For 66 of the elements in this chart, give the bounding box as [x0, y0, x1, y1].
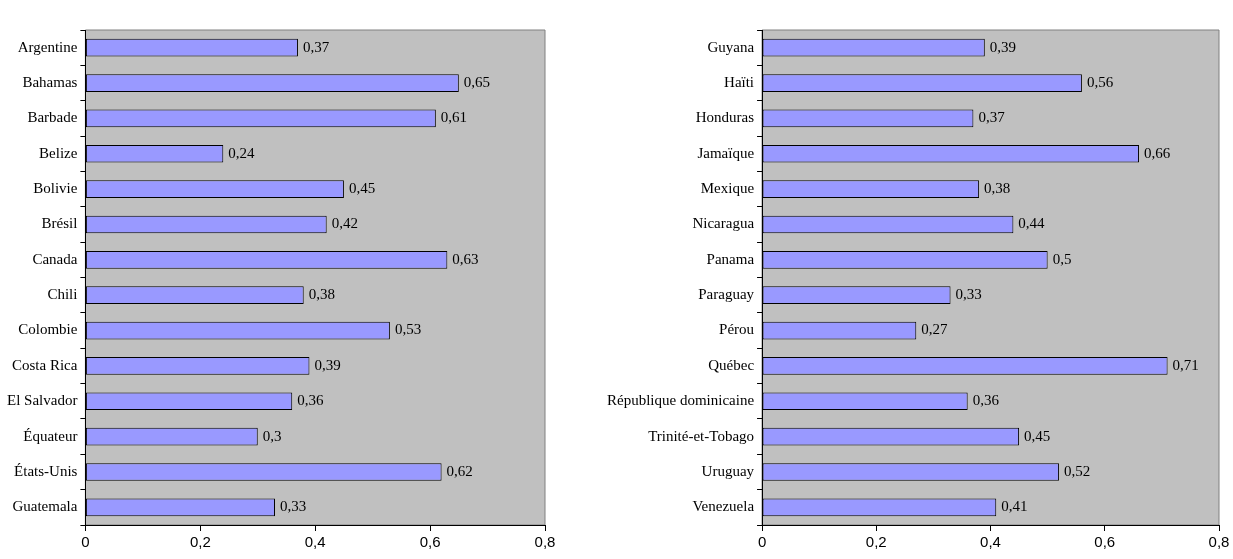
data-label: 0,65 — [463, 73, 491, 90]
y-tick-label: Paraguay — [698, 286, 755, 303]
x-tick-label: 0 — [757, 533, 767, 551]
y-tick-label: Mexique — [700, 180, 755, 197]
x-tick-label: 0,6 — [1094, 533, 1116, 551]
data-label: 0,36 — [972, 392, 1000, 409]
data-label: 0,71 — [1172, 356, 1199, 373]
data-label: 0,24 — [228, 144, 256, 161]
y-tick-label: Costa Rica — [11, 356, 78, 373]
y-tick-label: Équateur — [23, 427, 78, 444]
data-label: 0,44 — [1018, 215, 1046, 232]
x-tick-label: 0,4 — [304, 533, 326, 551]
y-tick-label: Jamaïque — [697, 144, 755, 161]
y-tick-label: Bolivie — [33, 180, 78, 197]
x-tick-label: 0,8 — [534, 533, 556, 551]
y-tick-label: Bahamas — [22, 73, 78, 90]
x-tick-label: 0,2 — [865, 533, 887, 551]
y-tick-label: Haïti — [724, 73, 755, 90]
data-label: 0,33 — [955, 286, 982, 303]
data-label: 0,61 — [440, 109, 468, 126]
data-label: 0,63 — [452, 250, 479, 267]
data-label: 0,66 — [1144, 144, 1171, 161]
y-tick-label: El Salvador — [6, 392, 78, 409]
y-tick-label: Barbade — [27, 109, 78, 126]
y-tick-label: Argentine — [17, 38, 78, 55]
x-tick-label: 0,6 — [419, 533, 441, 551]
y-tick-label: Brésil — [41, 215, 78, 232]
data-label: 0,45 — [348, 180, 376, 197]
data-label: 0,37 — [978, 109, 1006, 126]
y-tick-label: Canada — [32, 250, 78, 267]
data-label: 0,53 — [394, 321, 422, 338]
y-tick-label: Belize — [39, 144, 78, 161]
data-label: 0,27 — [921, 321, 949, 338]
data-label: 0,33 — [279, 498, 307, 515]
data-label: 0,52 — [1064, 462, 1091, 479]
y-tick-label: Uruguay — [701, 462, 755, 479]
data-label: 0,45 — [1024, 427, 1051, 444]
y-tick-label: Panama — [706, 250, 755, 267]
data-label: 0,39 — [314, 356, 341, 373]
data-label: 0,62 — [446, 462, 473, 479]
data-label: 0,38 — [984, 180, 1011, 197]
x-tick-label: 0,8 — [1208, 533, 1230, 551]
data-label: 0,39 — [989, 38, 1017, 55]
y-tick-label: Venezuela — [692, 498, 755, 515]
y-tick-label: Chili — [47, 286, 78, 303]
y-tick-label: Guyana — [707, 38, 755, 55]
data-label: 0,37 — [302, 38, 330, 55]
data-label: 0,38 — [308, 286, 335, 303]
y-tick-label: Pérou — [719, 321, 755, 338]
data-label: 0,36 — [297, 392, 324, 409]
x-tick-label: 0,2 — [189, 533, 211, 551]
data-label: 0,56 — [1086, 73, 1114, 90]
data-label: 0,3 — [262, 427, 282, 444]
y-tick-label: Colombie — [18, 321, 78, 338]
data-label: 0,5 — [1052, 250, 1072, 267]
y-tick-label: Québec — [708, 356, 755, 373]
y-tick-label: États-Unis — [14, 462, 78, 479]
y-tick-label: Trinité-et-Tobago — [648, 427, 755, 444]
y-tick-label: Nicaragua — [692, 215, 755, 232]
data-label: 0,42 — [331, 215, 358, 232]
y-tick-label: Honduras — [695, 109, 755, 126]
y-tick-label: Guatemala — [12, 498, 78, 515]
data-label: 0,41 — [1001, 498, 1028, 515]
x-tick-label: 0,4 — [980, 533, 1001, 551]
x-tick-label: 0 — [81, 533, 90, 551]
y-tick-label: République dominicaine — [606, 392, 755, 409]
